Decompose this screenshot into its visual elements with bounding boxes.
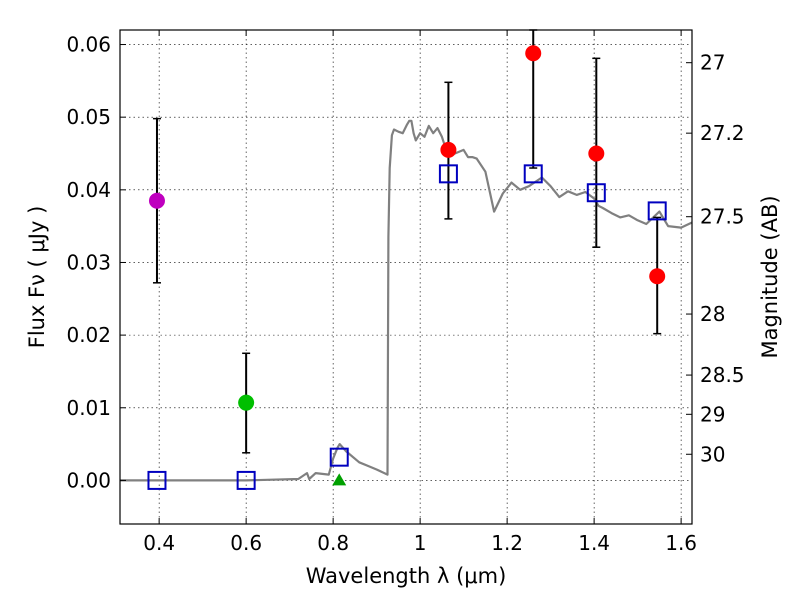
- model-synthetic-photometry-point: [438, 164, 458, 184]
- magnitude-tick-label: 30: [700, 442, 725, 466]
- model-synthetic-photometry-point: [236, 470, 256, 490]
- marker-layer: [147, 45, 667, 490]
- x-axis-label: Wavelength λ (μm): [306, 564, 507, 588]
- observed-nir-detections-point: [588, 145, 605, 162]
- magnitude-tick-label: 29: [700, 402, 725, 426]
- x-tick-label: 1.6: [665, 531, 697, 555]
- tick-label-layer: 0.4 0.6 0.8 1 1.2 1.4 1.6 0.00 0.01 0.02 0.03 0.04 0…: [66, 33, 744, 555]
- model-synthetic-photometry-point: [586, 183, 606, 203]
- y-tick-label: 0.03: [66, 250, 111, 274]
- x-tick-label: 0.6: [230, 531, 262, 555]
- observed-nir-detections-point: [525, 45, 542, 62]
- observed-nir-detections-point: [440, 141, 457, 158]
- observed-uv-detection-point: [148, 192, 165, 209]
- model-synthetic-photometry-point: [147, 470, 167, 490]
- observed-nir-detections-point: [649, 268, 666, 285]
- grid-layer: [120, 30, 692, 524]
- x-tick-label: 1.4: [578, 531, 610, 555]
- model-synthetic-photometry-point: [647, 201, 667, 221]
- y-tick-label: 0.00: [66, 468, 111, 492]
- model-synthetic-photometry-point: [329, 447, 349, 467]
- model-sed-line: [120, 119, 693, 482]
- x-tick-label: 1: [414, 531, 427, 555]
- magnitude-tick-label: 27: [700, 51, 725, 75]
- model-line-layer: [120, 119, 693, 482]
- magnitude-tick-label: 28: [700, 302, 725, 326]
- observed-optical-detection-point: [238, 394, 255, 411]
- y-tick-label: 0.05: [66, 105, 111, 129]
- magnitude-tick-label: 28.5: [700, 363, 745, 387]
- y2-axis-label: Magnitude (AB): [758, 195, 782, 358]
- tick-layer: [120, 30, 692, 524]
- y-tick-label: 0.02: [66, 323, 111, 347]
- magnitude-tick-label: 27.5: [700, 205, 745, 229]
- observed-upper-limit-point: [332, 473, 347, 486]
- plot-frame: [119, 29, 693, 525]
- y-tick-label: 0.06: [66, 33, 111, 57]
- y-tick-label: 0.04: [66, 178, 111, 202]
- model-synthetic-photometry-point: [523, 164, 543, 184]
- y-tick-label: 0.01: [66, 396, 111, 420]
- magnitude-tick-label: 27.2: [700, 121, 745, 145]
- x-tick-label: 0.8: [317, 531, 349, 555]
- y-axis-label: Flux Fν ( μJy ): [25, 206, 49, 349]
- errorbar-layer: [152, 29, 662, 454]
- x-tick-label: 1.2: [491, 531, 523, 555]
- x-tick-label: 0.4: [143, 531, 175, 555]
